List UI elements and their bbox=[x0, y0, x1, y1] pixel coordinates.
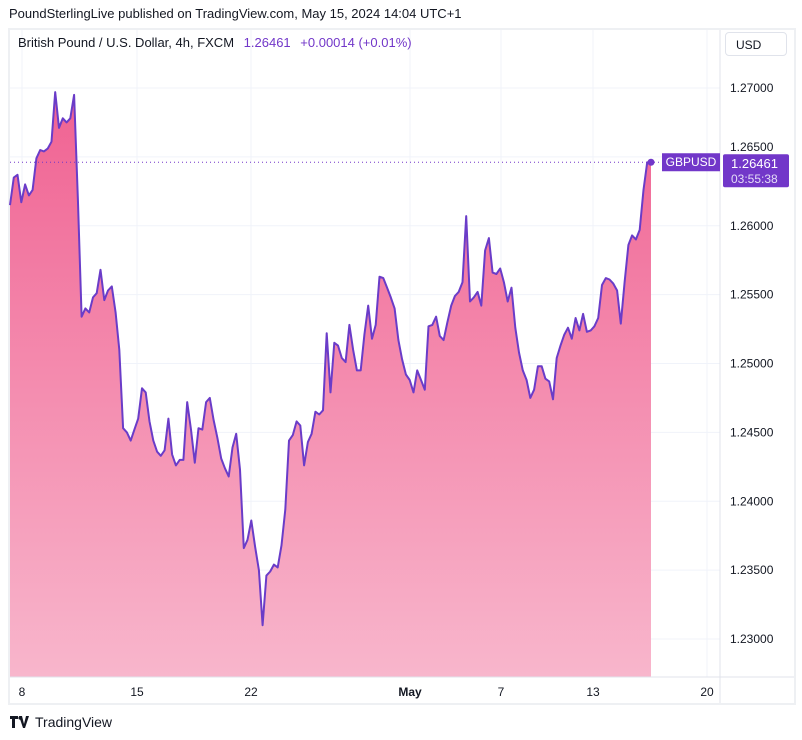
y-tick-label: 1.25000 bbox=[730, 357, 774, 371]
price-label: 1.26461 bbox=[731, 156, 778, 171]
price-label-bg bbox=[723, 154, 789, 188]
chart-frame bbox=[8, 28, 796, 705]
area-fill bbox=[10, 92, 651, 678]
chart-legend: British Pound / U.S. Dollar, 4h, FXCM 1.… bbox=[18, 35, 412, 50]
x-tick-label: 20 bbox=[700, 685, 714, 699]
price-line bbox=[9, 91, 652, 627]
y-tick-label: 1.26000 bbox=[730, 219, 774, 233]
x-tick-label: 13 bbox=[586, 685, 600, 699]
brand-name: TradingView bbox=[35, 714, 113, 730]
last-point bbox=[647, 158, 655, 166]
y-tick-label: 1.24500 bbox=[730, 425, 774, 439]
y-tick-label: 1.26500 bbox=[730, 140, 774, 154]
symbol-description[interactable]: British Pound / U.S. Dollar, 4h, FXCM bbox=[18, 35, 235, 50]
y-tick-label: 1.23500 bbox=[730, 563, 774, 577]
currency-button[interactable]: USD bbox=[725, 32, 787, 56]
y-tick-label: 1.27000 bbox=[730, 81, 774, 95]
tradingview-logo[interactable]: TradingView bbox=[10, 714, 112, 730]
countdown-label: 03:55:38 bbox=[731, 172, 778, 186]
x-tick-label: May bbox=[398, 685, 422, 699]
x-tick-label: 8 bbox=[19, 685, 26, 699]
y-tick-label: 1.25500 bbox=[730, 288, 774, 302]
price-change: +0.00014 (+0.01%) bbox=[300, 35, 412, 50]
tradingview-logo-icon bbox=[10, 716, 29, 728]
y-tick-label: 1.24000 bbox=[730, 494, 774, 508]
publisher-line: PoundSterlingLive published on TradingVi… bbox=[9, 6, 462, 21]
symbol-label-bg bbox=[662, 153, 720, 172]
symbol-label: GBPUSD bbox=[666, 155, 717, 169]
y-tick-label: 1.23000 bbox=[730, 632, 774, 646]
x-tick-label: 22 bbox=[244, 685, 258, 699]
x-tick-label: 7 bbox=[498, 685, 505, 699]
last-price: 1.26461 bbox=[243, 35, 291, 50]
x-tick-label: 15 bbox=[130, 685, 144, 699]
